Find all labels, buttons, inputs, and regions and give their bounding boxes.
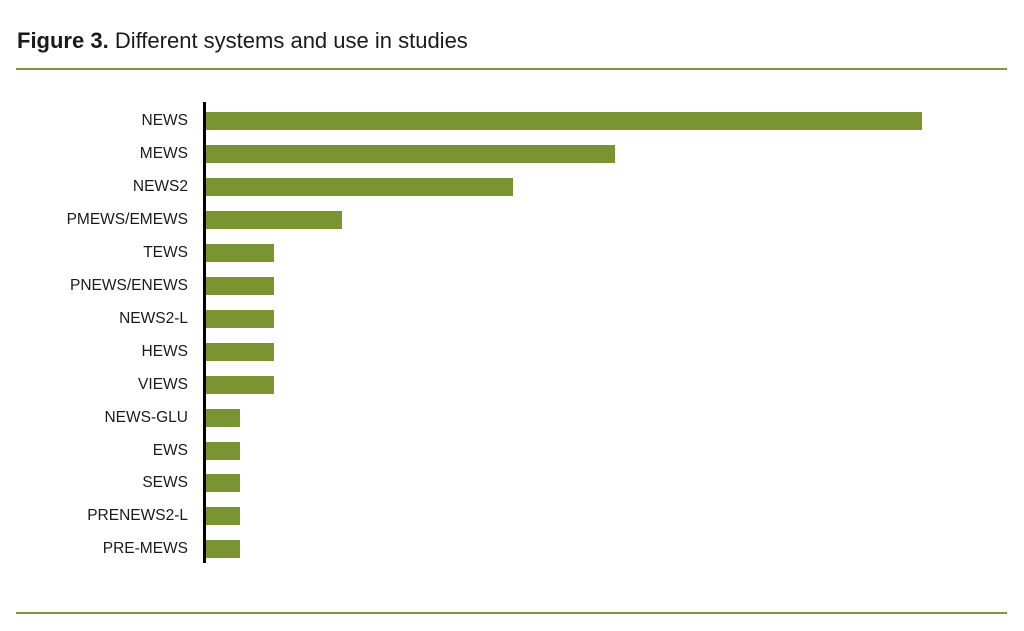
bar bbox=[206, 144, 615, 163]
category-label: NEWS bbox=[141, 112, 189, 129]
category-label: PNEWS/ENEWS bbox=[70, 276, 188, 294]
bar bbox=[206, 276, 274, 295]
bar-row: MEWS bbox=[0, 137, 1024, 170]
bar-row: VIEWS bbox=[0, 368, 1024, 401]
figure-caption: Different systems and use in studies bbox=[114, 28, 468, 53]
category-label: EWS bbox=[152, 441, 188, 459]
bar-row: SEWS bbox=[0, 466, 1024, 499]
bar-row: PMEWS/EMEWS bbox=[0, 203, 1024, 236]
category-label: TEWS bbox=[143, 243, 188, 261]
bar bbox=[206, 507, 240, 526]
bottom-divider bbox=[16, 612, 1007, 614]
category-label: PRENEWS2-L bbox=[87, 507, 188, 525]
category-label: NEWS-GLU bbox=[104, 408, 188, 426]
bar-row: NEWS2-L bbox=[0, 302, 1024, 335]
category-label: VIEWS bbox=[138, 375, 188, 393]
bar bbox=[206, 243, 274, 262]
bar-row: TEWS bbox=[0, 236, 1024, 269]
category-label: PRE-MEWS bbox=[102, 540, 188, 558]
y-axis-line bbox=[203, 102, 206, 563]
category-label: MEWS bbox=[139, 144, 188, 162]
bar bbox=[206, 177, 513, 196]
category-label: HEWS bbox=[141, 342, 189, 360]
bar-row: NEWS2 bbox=[0, 170, 1024, 203]
category-label: SEWS bbox=[142, 474, 188, 492]
top-divider bbox=[16, 68, 1007, 70]
bar bbox=[206, 112, 922, 130]
bar bbox=[206, 375, 274, 394]
bar bbox=[206, 210, 342, 229]
bar-row: EWS bbox=[0, 434, 1024, 467]
bar-row: NEWS bbox=[0, 104, 1024, 137]
figure-label: Figure 3. bbox=[17, 28, 109, 53]
figure-title: Figure 3. Different systems and use in s… bbox=[17, 27, 468, 55]
bar bbox=[206, 342, 274, 361]
bar-row: NEWS-GLU bbox=[0, 401, 1024, 434]
bar-row: PNEWS/ENEWS bbox=[0, 269, 1024, 302]
bar bbox=[206, 408, 240, 427]
bar bbox=[206, 540, 240, 559]
bar-row: HEWS bbox=[0, 335, 1024, 368]
bar bbox=[206, 309, 274, 328]
bar-row: PRENEWS2-L bbox=[0, 499, 1024, 532]
bar bbox=[206, 441, 240, 460]
category-label: PMEWS/EMEWS bbox=[66, 210, 188, 228]
bar-row: PRE-MEWS bbox=[0, 532, 1024, 565]
category-label: NEWS2-L bbox=[119, 309, 188, 327]
bar bbox=[206, 474, 240, 493]
category-label: NEWS2 bbox=[132, 177, 188, 195]
